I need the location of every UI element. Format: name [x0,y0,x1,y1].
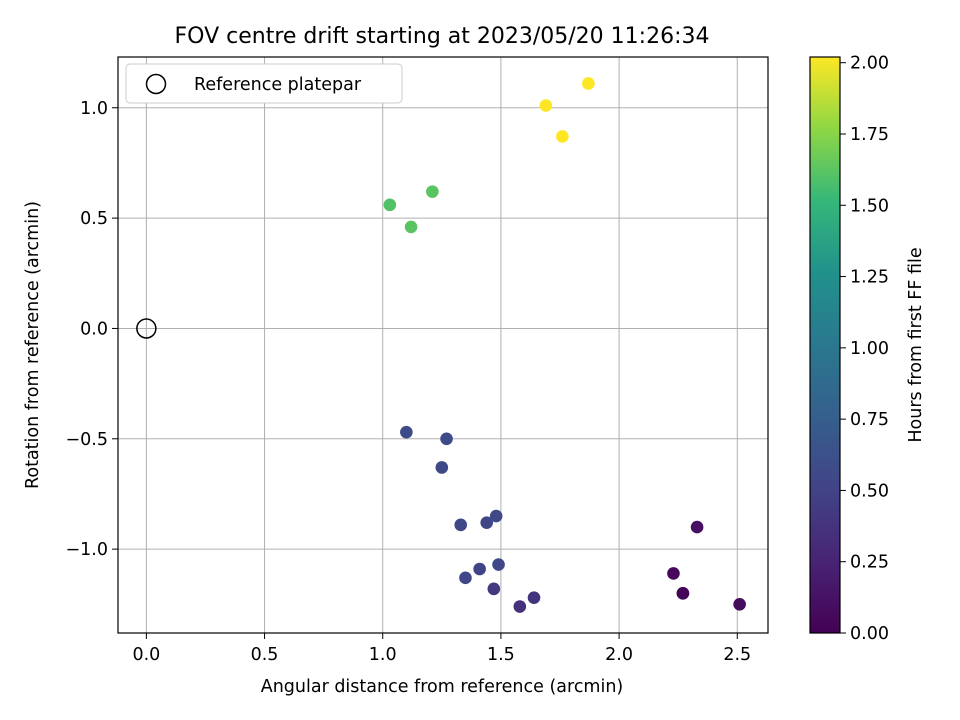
data-point [440,432,453,446]
plot-frame [117,56,769,634]
y-axis-ticks: 1.0 0.5 0.0 −0.5 −1.0 [66,99,118,560]
colorbar-tick-label: 2.00 [850,54,889,74]
x-tick-label: 2.0 [605,645,633,665]
x-tick-label: 1.0 [369,645,397,665]
y-tick-label: −1.0 [66,540,109,560]
data-point [667,567,680,580]
colorbar-ticks: 0.00 0.25 0.50 0.75 1.00 1.25 1.50 1.75 2.00 [840,54,889,644]
colorbar: 0.00 0.25 0.50 0.75 1.00 1.25 1.50 1.75 2.00 Hou… [809,54,926,644]
colorbar-tick-label: 0.50 [850,481,889,501]
colorbar-tick-label: 0.25 [850,553,889,573]
colorbar-tick-label: 0.75 [850,410,889,430]
colorbar-gradient [809,56,841,634]
data-point [473,562,486,576]
legend-reference-marker [145,73,167,95]
data-point [513,600,527,613]
data-point [690,520,704,534]
x-tick-label: 2.5 [723,645,751,665]
data-point [426,185,439,198]
y-axis-label: Rotation from reference (arcmin) [23,201,43,489]
reference-platepar-marker [136,318,157,339]
x-tick-label: 1.5 [487,645,515,665]
data-point [400,425,413,439]
data-point [383,198,397,212]
x-axis-label: Angular distance from reference (arcmin) [261,677,624,697]
chart-title: FOV centre drift starting at 2023/05/20 … [175,24,710,49]
data-point [487,582,501,596]
colorbar-tick-label: 1.25 [850,268,889,288]
data-point [527,591,541,604]
y-tick-label: 1.0 [80,99,108,119]
y-tick-label: 0.0 [80,319,108,339]
data-point [454,518,468,532]
data-point [733,598,746,611]
data-point [435,461,449,474]
colorbar-label: Hours from first FF file [906,247,926,442]
reference-layer [136,318,157,339]
y-tick-label: −0.5 [66,430,109,450]
legend-entry-reference: Reference platepar [194,75,362,95]
x-axis-ticks: 0.0 0.5 1.0 1.5 2.0 2.5 [132,633,751,665]
data-point [492,558,505,571]
data-point [459,571,472,585]
data-point [676,586,690,600]
data-point [582,77,595,90]
colorbar-tick-label: 1.50 [850,196,889,216]
colorbar-tick-label: 1.00 [850,339,889,359]
data-point [404,220,418,234]
legend: Reference platepar [125,63,403,104]
scatter-points [383,77,746,613]
data-point [480,516,494,529]
data-point [489,509,503,523]
colorbar-tick-label: 0.00 [850,624,889,644]
data-point [539,99,553,112]
data-point [556,130,569,143]
colorbar-tick-label: 1.75 [850,125,889,145]
x-tick-label: 0.5 [251,645,279,665]
legend-box [125,63,403,104]
y-tick-label: 0.5 [80,209,108,229]
x-tick-label: 0.0 [132,645,160,665]
